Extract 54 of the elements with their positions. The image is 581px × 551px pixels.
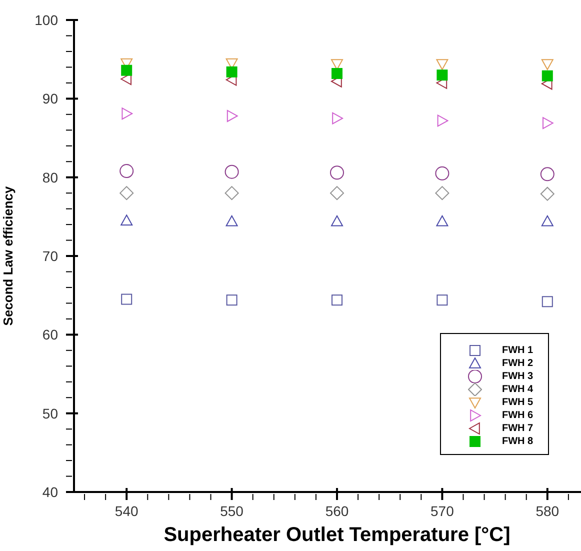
point [542, 296, 553, 308]
point [541, 59, 554, 70]
x-tick-label: 580 [536, 503, 560, 519]
point [540, 167, 554, 182]
legend-label: FWH 1 [502, 345, 534, 356]
legend-label: FWH 8 [502, 436, 534, 447]
x-axis-title: Superheater Outlet Temperature [°C] [164, 524, 510, 546]
y-axis-title: Second Law efficiency [0, 186, 16, 326]
legend-label: FWH 6 [502, 410, 534, 421]
point [435, 166, 450, 180]
y-tick-label: 60 [42, 326, 58, 343]
x-tick-label: 560 [325, 503, 349, 519]
y-tick-label: 90 [42, 90, 58, 107]
x-tick-label: 540 [114, 503, 138, 519]
point [121, 294, 132, 305]
point [121, 64, 132, 76]
y-tick-label: 100 [34, 12, 58, 28]
y-tick-label: 80 [42, 169, 58, 186]
point [120, 164, 134, 178]
point [226, 215, 238, 226]
point [332, 112, 343, 124]
point [436, 294, 448, 306]
point [541, 215, 554, 226]
legend-label: FWH 3 [502, 371, 534, 382]
point [436, 70, 448, 81]
point [436, 59, 448, 70]
point [120, 186, 134, 200]
point [330, 166, 344, 180]
legend-label: FWH 2 [502, 358, 534, 369]
x-tick-label: 570 [430, 503, 454, 519]
legend-label: FWH 7 [502, 423, 534, 434]
point [330, 186, 344, 200]
point [224, 186, 239, 200]
y-tick-label: 50 [42, 405, 58, 422]
point [226, 294, 238, 306]
point [122, 108, 133, 120]
point [226, 66, 238, 78]
legend-label: FWH 5 [502, 397, 534, 408]
x-tick-label: 550 [220, 503, 244, 519]
point [435, 186, 450, 200]
point [540, 186, 554, 201]
point [226, 110, 238, 122]
point [332, 68, 342, 79]
point [332, 294, 342, 306]
point [331, 215, 343, 226]
point [542, 117, 554, 130]
y-tick-label: 40 [42, 484, 58, 500]
point [436, 215, 448, 226]
point [120, 214, 133, 226]
point [224, 164, 239, 179]
legend-label: FWH 4 [502, 384, 534, 395]
point [437, 114, 448, 127]
point [542, 70, 553, 82]
y-tick-label: 70 [42, 248, 58, 264]
